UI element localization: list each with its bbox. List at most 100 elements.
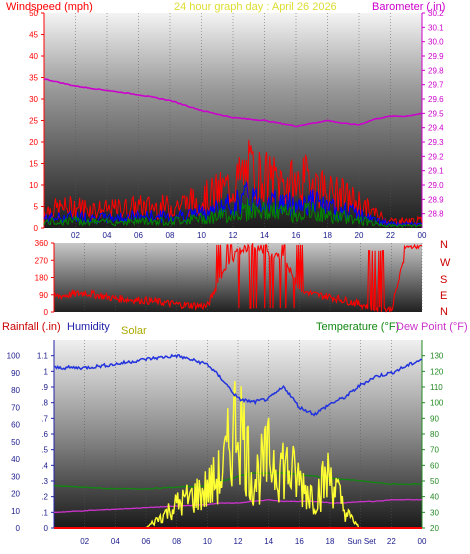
wind-x-tick-label: 08 [166,231,175,240]
wind-x-tick-label: 14 [260,231,269,240]
temp-x-tick-label: 12 [234,537,243,546]
wind-y-tick-label: 20 [29,138,38,147]
temp-y-tick-label: 50 [430,477,439,486]
humidity-y-tick-label: 20 [11,490,20,499]
wind-y-tick-label: 25 [29,117,38,126]
baro-y-tick-label: 30.2 [428,9,444,18]
temp-x-tick-label: Set [364,537,377,546]
wind-x-tick-label: 00 [418,231,427,240]
temp-x-tick-label: 04 [111,537,120,546]
temp-y-tick-label: 20 [430,524,439,533]
humidity-y-tick-label: 0 [16,524,21,533]
compass-label-w: W [440,257,451,269]
barometer-line [43,78,423,128]
baro-y-tick-label: 28.9 [428,195,444,204]
wind-average-line [43,198,423,229]
baro-y-tick-label: 29.6 [428,95,444,104]
grid-direction [84,243,423,312]
rainfall-axis-title: Rainfall (.in) [2,321,61,333]
temp-x-tick-label: 22 [387,537,396,546]
compass-label-s: S [440,274,447,286]
compass-label-e: E [440,290,447,302]
temp-x-tick-label: 08 [172,537,181,546]
temperature-line [53,472,423,491]
temp-x-tick-label: 06 [142,537,151,546]
baro-y-tick-label: 30.1 [428,23,444,32]
baro-y-axis-ticks: 28.8 28.9 29.0 29.1 29.2 29.3 29.4 29.5 29.6 29.7… [421,9,444,228]
wind-x-tick-label: 12 [229,231,238,240]
wind-series [43,139,423,229]
wind-x-tick-label: 20 [355,231,364,240]
temp-y-tick-label: 90 [430,414,439,423]
temp-x-tick-label: 14 [264,537,273,546]
baro-y-tick-label: 29.5 [428,109,444,118]
temp-y-tick-label: 70 [430,446,439,455]
rain-y-tick-label: .1 [41,508,48,517]
humidity-y-tick-label: 30 [11,472,20,481]
humidity-y-tick-label: 40 [11,455,20,464]
rain-y-axis-ticks: 0 10 20 30 40 50 60 70 80 90 100 [7,352,21,533]
baro-y-tick-label: 28.8 [428,210,444,219]
baro-y-tick-label: 29.7 [428,81,444,90]
humidity-axis-title: Humidity [67,321,110,333]
direction-y-tick-label: 0 [44,308,49,317]
temp-y-tick-label: 120 [430,367,444,376]
wind-x-tick-label: 04 [103,231,112,240]
compass-label-n-top: N [440,239,448,251]
wind-y-tick-label: 5 [34,203,39,212]
humidity-y-tick-label: 60 [11,421,20,430]
baro-y-tick-label: 29.4 [428,124,444,133]
rain-y-tick-label: .7 [41,414,48,423]
compass-labels: N W S E N [440,239,451,318]
humidity-line [54,353,422,417]
direction-y-tick-label: 270 [35,256,49,265]
rain-y-tick-label: .3 [41,477,48,486]
graph-title: 24 hour graph day : April 26 2026 [174,1,337,13]
compass-label-n-bottom: N [440,306,448,318]
wind-x-tick-label: 06 [134,231,143,240]
rain-y-tick-label: .6 [41,430,48,439]
windspeed-line [43,139,423,226]
wind-direction-line [53,243,423,313]
temp-y-tick-label: 100 [430,399,444,408]
solar-axis-title: Solar [121,325,147,337]
direction-y-axis-ticks: 0 90 180 270 360 [35,239,55,317]
temp-x-tick-label: 16 [295,537,304,546]
rain-y-tick-label: 1.1 [37,352,49,361]
wind-y-tick-label: 0 [34,224,39,233]
temp-y-tick-label: 110 [430,383,443,392]
baro-y-tick-label: 29.8 [428,66,444,75]
wind-x-tick-label: 18 [323,231,332,240]
baro-y-tick-label: 29.0 [428,181,444,190]
wind-x-tick-label: 02 [71,231,80,240]
wind-x-tick-label: 16 [292,231,301,240]
humidity-y-tick-label: 70 [11,403,20,412]
barometer-axis-title: Barometer (.in) [372,1,445,13]
dewpoint-axis-title: Dew Point (°F) [396,321,468,333]
baro-y-tick-label: 29.1 [428,167,444,176]
humidity-y-tick-label: 90 [11,369,20,378]
wind-y-tick-label: 10 [29,181,38,190]
temp-x-tick-label: 02 [80,537,89,546]
rain-y-tick-label: .4 [41,461,48,470]
humidity-y-tick-label: 50 [11,438,20,447]
temp-x-axis-ticks: 02 04 06 08 10 12 14 16 18 Sun Set 22 00 [80,537,427,546]
temp-y-axis-ticks: 20 30 40 50 60 70 80 90 100 110 120 130 [421,340,444,533]
baro-y-tick-label: 29.2 [428,152,444,161]
temp-y-tick-label: 40 [430,493,439,502]
rain-y-tick-label: 1 [44,367,49,376]
temp-x-tick-label: 00 [418,537,427,546]
humidity-y-tick-label: 80 [11,386,20,395]
wind-y-tick-label: 45 [29,31,38,40]
temp-x-tick-label: Sun [347,537,361,546]
wind-x-axis-ticks: 02 04 06 08 10 12 14 16 18 20 22 00 [71,231,427,240]
temp-y-tick-label: 60 [430,461,439,470]
wind-y-tick-label: 40 [29,52,38,61]
direction-y-tick-label: 90 [39,291,48,300]
wind-y-axis-ticks: 0 5 10 15 20 25 30 35 40 45 50 [29,9,45,233]
wind-x-tick-label: 10 [197,231,206,240]
rain-y-tick-label: .8 [41,399,48,408]
temp-y-tick-label: 80 [430,430,439,439]
baro-y-tick-label: 29.3 [428,138,444,147]
